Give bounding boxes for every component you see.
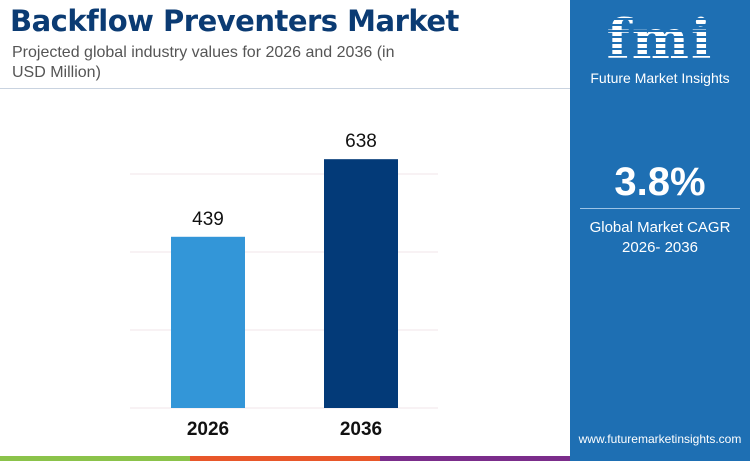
- cagr-divider: [580, 208, 740, 209]
- footer-purple: [380, 456, 570, 461]
- brand-name: Future Market Insights: [590, 70, 730, 86]
- header-divider: [0, 88, 570, 89]
- website-link[interactable]: www.futuremarketinsights.com: [578, 432, 742, 446]
- cagr-label: Global Market CAGR 2026- 2036: [589, 219, 731, 256]
- footer-orange: [190, 456, 380, 461]
- data-label: 439: [192, 209, 224, 230]
- bar-2026: [171, 236, 245, 408]
- bar-2036: [324, 159, 398, 408]
- footer-green: [0, 456, 190, 461]
- x-tick-label: 2026: [187, 419, 229, 440]
- page-subtitle: Projected global industry values for 202…: [12, 44, 395, 81]
- bar-chart: 439 2026 638 2036: [130, 131, 438, 440]
- logo-mark: fmi: [570, 8, 750, 70]
- data-label: 638: [345, 131, 377, 152]
- fmi-logo: fmi Future Market Insights: [570, 8, 750, 86]
- footer-color-bar: [0, 456, 570, 461]
- page-title: Backflow Preventers Market: [10, 4, 459, 38]
- cagr-value: 3.8%: [614, 160, 706, 204]
- side-panel: fmi Future Market Insights 3.8% Global M…: [570, 0, 750, 461]
- x-tick-label: 2036: [340, 419, 382, 440]
